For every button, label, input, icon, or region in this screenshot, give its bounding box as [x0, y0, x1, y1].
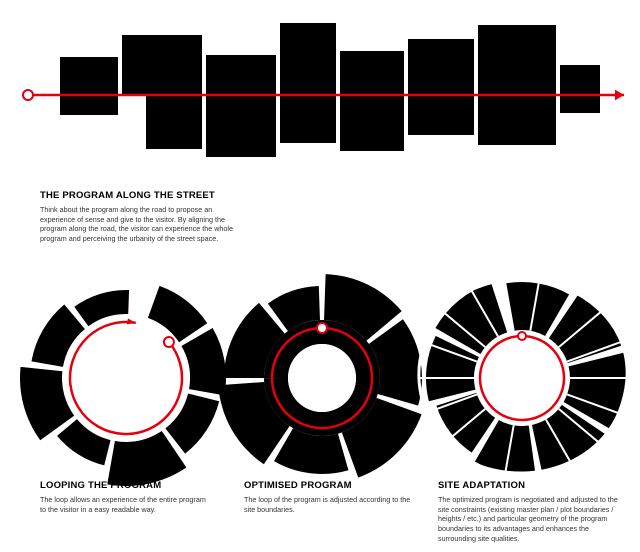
- caption-site: SITE ADAPTATION The optimized program is…: [438, 480, 628, 544]
- caption-street: THE PROGRAM ALONG THE STREET Think about…: [40, 190, 240, 244]
- caption-title: THE PROGRAM ALONG THE STREET: [40, 190, 240, 201]
- street-diagram: [23, 23, 624, 157]
- caption-title: OPTIMISED PROGRAM: [244, 480, 414, 491]
- caption-body: Think about the program along the road t…: [40, 205, 240, 244]
- caption-body: The optimized program is negotiated and …: [438, 495, 628, 544]
- caption-looping: LOOPING THE PROGRAM The loop allows an e…: [40, 480, 210, 514]
- diagram-canvas: [0, 0, 640, 552]
- caption-optimised: OPTIMISED PROGRAM The loop of the progra…: [244, 480, 414, 514]
- caption-title: LOOPING THE PROGRAM: [40, 480, 210, 491]
- looping-diagram: [20, 286, 226, 486]
- optimised-diagram: [218, 274, 422, 478]
- caption-body: The loop allows an experience of the ent…: [40, 495, 210, 514]
- caption-title: SITE ADAPTATION: [438, 480, 628, 491]
- site-diagram: [419, 279, 640, 486]
- caption-body: The loop of the program is adjusted acco…: [244, 495, 414, 514]
